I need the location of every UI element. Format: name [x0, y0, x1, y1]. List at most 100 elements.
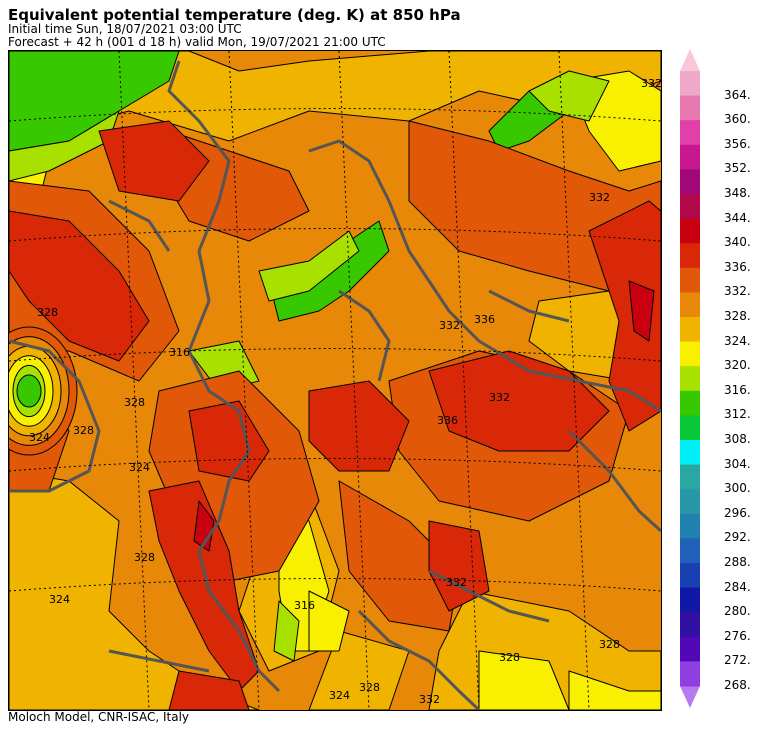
colorbar-swatch: [680, 267, 700, 293]
contour-label: 328: [359, 681, 380, 694]
colorbar-label: 296.: [724, 505, 751, 520]
model-credit: Moloch Model, CNR-ISAC, Italy: [8, 710, 190, 724]
contour-label: 316: [169, 346, 190, 359]
colorbar-label: 316.: [724, 382, 751, 397]
contour-label: 332: [439, 319, 460, 332]
cyclone-swirl: [9, 326, 78, 456]
colorbar-label: 336.: [724, 259, 751, 274]
contour-label: 328: [37, 306, 58, 319]
coastline: [308, 139, 661, 413]
coastline: [567, 429, 661, 533]
parallel: [9, 578, 661, 592]
lat-lon-grid: [9, 51, 661, 710]
colorbar-swatch: [680, 144, 700, 170]
contour-labels: 332 328 324 328 328 328 324 336 332 324 328 316 316 3…: [29, 77, 661, 706]
coastline: [167, 60, 281, 693]
map-field: 332 328 324 328 328 328 324 336 332 324 328 316 316 3…: [9, 51, 661, 710]
contour-label: 324: [329, 689, 350, 702]
colorbar-label: 276.: [724, 628, 751, 643]
theta-e-region: [308, 380, 410, 472]
contour-label: 328: [499, 651, 520, 664]
contour-label: 332: [589, 191, 610, 204]
colorbar-label: 272.: [724, 653, 751, 668]
colorbar-bottom-cap: [680, 686, 700, 708]
colorbar-label: 352.: [724, 161, 751, 176]
contour-label: 328: [124, 396, 145, 409]
colorbar-swatch: [680, 612, 700, 638]
coastlines: [9, 60, 661, 710]
colorbar-label: 332.: [724, 284, 751, 299]
colorbar-label: 300.: [724, 481, 751, 496]
colorbar-label: 324.: [724, 333, 751, 348]
contour-label: 316: [294, 599, 315, 612]
theta-e-region: [528, 70, 610, 122]
contour-label: 328: [73, 424, 94, 437]
theta-e-region: [98, 120, 210, 202]
coastline: [108, 199, 171, 252]
theta-e-region: [168, 670, 250, 710]
colorbar-swatch: [680, 390, 700, 416]
colorbar-swatch: [680, 194, 700, 220]
theta-e-region: [568, 670, 661, 710]
colorbar-label: 340.: [724, 235, 751, 250]
theta-e-region: [588, 200, 661, 432]
theta-e-region: [628, 280, 655, 342]
colorbar-label: 292.: [724, 530, 751, 545]
colorbar-swatch: [680, 563, 700, 589]
theta-e-region: [9, 210, 150, 362]
colorbar-label: 356.: [724, 136, 751, 151]
parallel: [9, 228, 661, 242]
colorbar-label: 344.: [724, 210, 751, 225]
contour-label: 332: [419, 693, 440, 706]
colorbar-label: 320.: [724, 358, 751, 373]
chart-title: Equivalent potential temperature (deg. K…: [8, 6, 461, 24]
contour-label: 332: [489, 391, 510, 404]
colorbar-swatch: [680, 415, 700, 441]
map-panel: 332 328 324 328 328 328 324 336 332 324 328 316 316 3…: [8, 50, 662, 711]
colorbar-swatch: [680, 243, 700, 269]
contour-label: 332: [641, 77, 661, 90]
colorbar-swatch: [680, 120, 700, 146]
contour-label: 324: [129, 461, 150, 474]
contour-label: 328: [134, 551, 155, 564]
contour-label: 324: [29, 431, 50, 444]
colorbar-label: 280.: [724, 604, 751, 619]
colorbar-label: 364.: [724, 87, 751, 102]
theta-e-region: [308, 590, 350, 652]
parallel: [9, 348, 661, 362]
coastline: [488, 289, 570, 323]
colorbar-swatch: [680, 661, 700, 687]
theta-e-region: [273, 600, 300, 662]
coastline: [108, 649, 210, 673]
colorbar-label: 348.: [724, 186, 751, 200]
contour-label: 336: [474, 313, 495, 326]
colorbar-label: 328.: [724, 309, 751, 323]
coastline: [357, 609, 481, 710]
colorbar-swatch: [680, 587, 700, 613]
theta-e-region: [9, 470, 260, 710]
contour-label: 336: [437, 414, 458, 427]
colorbar-swatch: [680, 71, 700, 97]
colorbar-swatch: [680, 317, 700, 343]
colorbar-swatch: [680, 636, 700, 662]
colorbar-swatch: [680, 366, 700, 392]
parallel: [9, 108, 661, 122]
coastline: [338, 289, 391, 382]
colorbar-swatch: [680, 464, 700, 490]
colorbar-swatch: [680, 489, 700, 515]
theta-e-region: [338, 480, 460, 632]
colorbar-label: 284.: [724, 579, 751, 594]
colorbar-swatch: [680, 169, 700, 195]
theta-e-region: [428, 350, 610, 452]
colorbar-swatch: [680, 292, 700, 318]
theta-e-region: [428, 520, 490, 612]
theta-e-region: [258, 230, 360, 302]
contour-label: 324: [49, 593, 70, 606]
contour-label: 332: [446, 576, 467, 589]
theta-e-regions: [9, 51, 661, 710]
colorbar-swatch: [680, 538, 700, 564]
colorbar-swatch: [680, 513, 700, 539]
colorbar-swatch: [680, 341, 700, 367]
theta-e-region: [188, 400, 270, 482]
